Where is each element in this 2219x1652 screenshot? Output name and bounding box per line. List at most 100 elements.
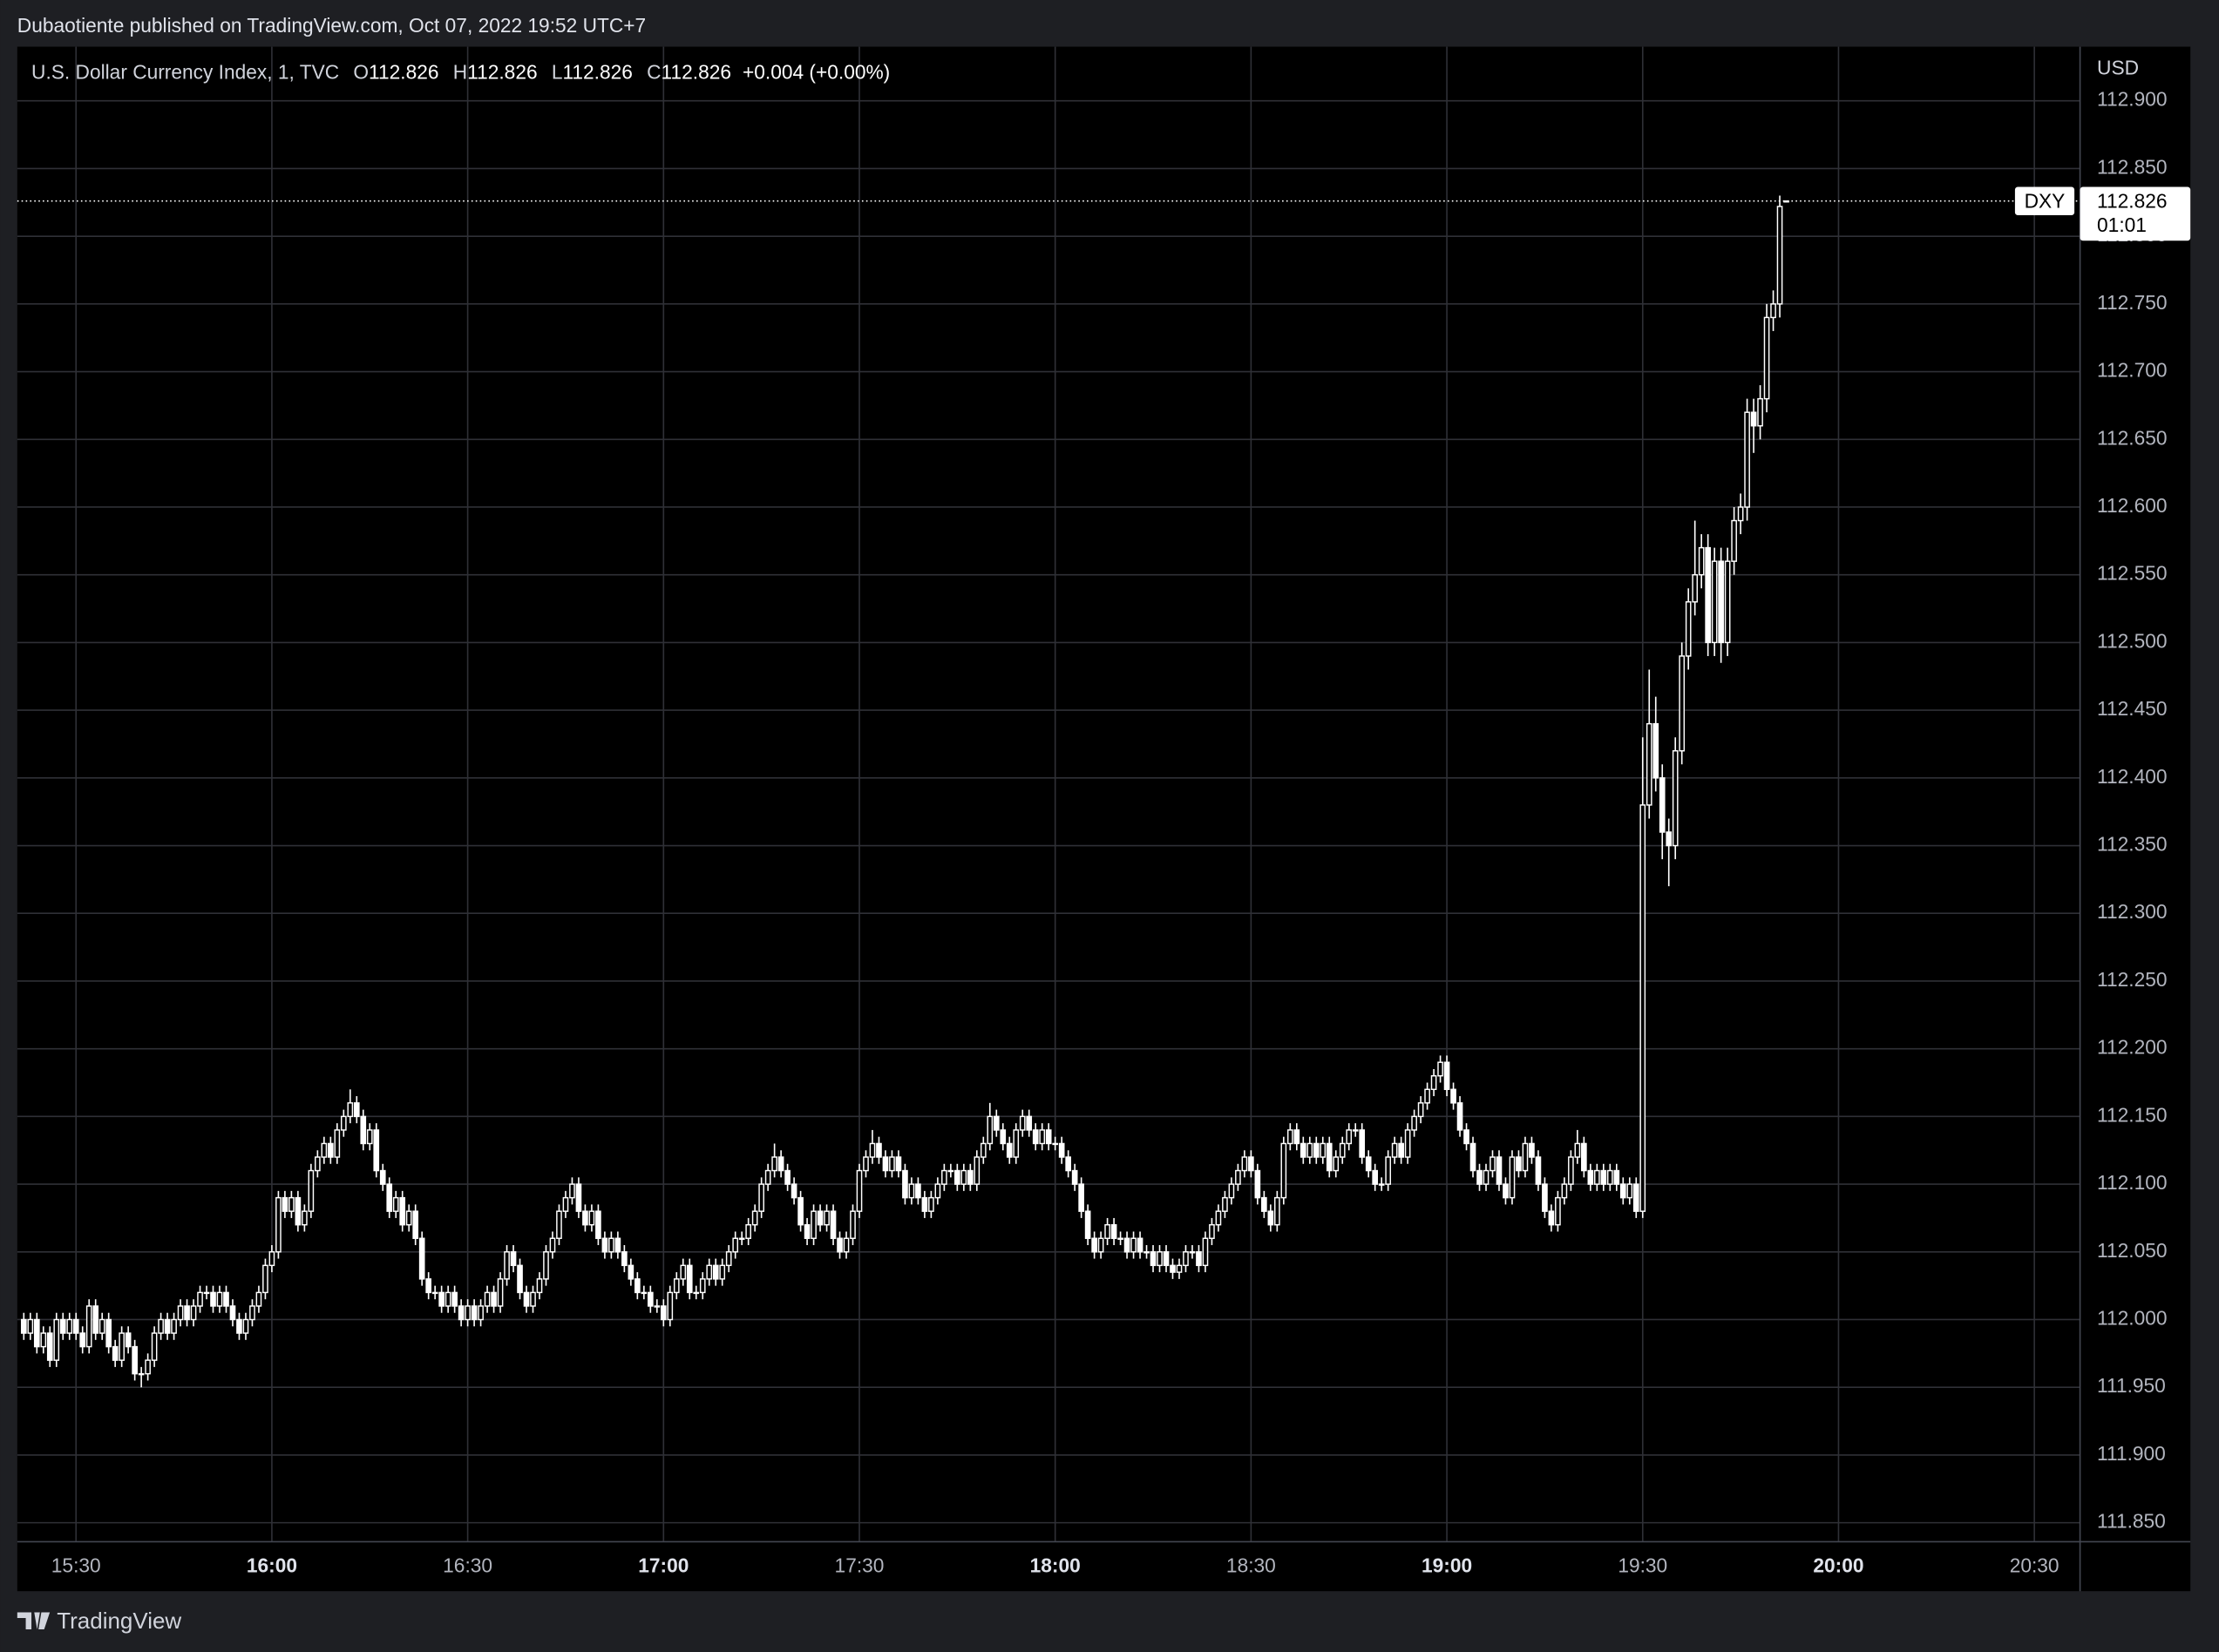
candle-body [530,1291,536,1307]
tradingview-logo: TradingView [17,1608,181,1634]
candle-body [1013,1129,1020,1158]
candle-body [132,1345,138,1375]
candle-body [1254,1169,1261,1199]
candle-body [660,1305,667,1321]
candle-body [1215,1210,1222,1226]
candle-body [1692,573,1699,603]
x-tick-label: 16:00 [247,1554,297,1577]
candle-body [601,1237,608,1253]
candle-body [1718,560,1724,644]
candle-body [1424,1088,1430,1104]
candle-body [1196,1251,1202,1267]
candle-body [1065,1156,1071,1172]
candle-body [1286,1129,1293,1145]
candle-body [1137,1237,1143,1253]
candle-body [438,1291,444,1307]
candle-body [928,1196,934,1212]
candle-body [947,1169,954,1173]
candle-body [405,1210,412,1226]
candle-body [895,1156,902,1172]
candle-body [993,1115,1000,1131]
candle-body [1476,1169,1483,1185]
candle-body [223,1291,229,1307]
candle-body [582,1210,588,1226]
candle-body [1372,1169,1379,1185]
candle-body [275,1196,282,1253]
candle-body [145,1359,151,1375]
candle-body [1026,1115,1033,1131]
candle-body [628,1264,634,1280]
candle-body [1123,1237,1130,1253]
candle-body [980,1142,987,1158]
candle-body [712,1264,719,1280]
candle-body [1222,1196,1228,1212]
candle-body [1711,560,1718,644]
price-tag-countdown: 01:01 [2097,213,2147,236]
candle-body [1411,1115,1417,1131]
candle-body [1039,1129,1046,1145]
candle-body [164,1318,171,1334]
candle-body [1561,1183,1568,1199]
candle-body [1306,1142,1313,1158]
candle-body [764,1169,771,1185]
candle-body [451,1291,458,1307]
candle-body [1404,1129,1411,1158]
candle-body [112,1345,119,1361]
candle-body [85,1305,92,1348]
y-tick-label: 112.150 [2097,1103,2167,1126]
candle-body [1594,1169,1600,1185]
y-tick-label: 112.900 [2097,88,2167,111]
candle-body [1163,1251,1170,1267]
candle-body [236,1318,242,1334]
candle-body [197,1291,203,1307]
candle-body [1293,1129,1300,1145]
candle-body [817,1210,824,1226]
candle-body [151,1332,158,1361]
candle-body [262,1264,268,1294]
legend-change: +0.004 (+0.00%) [743,60,890,83]
candle-body [1183,1251,1189,1267]
candle-body [667,1291,674,1321]
logo-text: TradingView [57,1608,181,1634]
candle-body [732,1237,739,1253]
y-tick-label: 112.600 [2097,494,2167,517]
candle-body [1241,1156,1248,1172]
candle-body [1097,1237,1104,1253]
candle-body [1450,1088,1456,1104]
candle-body [850,1210,856,1239]
candle-body [1659,777,1666,833]
candle-body [1352,1129,1359,1132]
legend-value: 112.826 [562,60,632,83]
candle-body [1209,1223,1215,1239]
candle-body [777,1156,784,1172]
candle-body [1143,1251,1150,1254]
candle-body [119,1332,125,1361]
candle-body [1529,1142,1535,1158]
candle-body [523,1291,530,1307]
legend-key: C [647,60,661,83]
candle-body [1483,1169,1490,1185]
candle-body [210,1291,216,1307]
candle-body [360,1115,367,1145]
candle-body [328,1142,334,1158]
y-tick-label: 111.900 [2097,1442,2166,1465]
candle-body [1228,1183,1235,1199]
candle-body [255,1291,262,1307]
y-tick-label: 112.200 [2097,1036,2167,1059]
candle-body [334,1129,341,1158]
candle-body [706,1264,713,1280]
candle-body [1365,1156,1372,1172]
candle-body [1117,1237,1123,1240]
candle-body [771,1156,777,1172]
candle-body [1430,1075,1437,1091]
candle-body [1705,546,1711,644]
candle-body [1150,1251,1157,1267]
legend-value: 112.826 [662,60,731,83]
candle-body [967,1169,974,1185]
candle-body [203,1291,210,1295]
candle-body [536,1278,543,1294]
candle-body [1652,722,1659,779]
candle-body [1130,1237,1137,1253]
legend-key: L [552,60,563,83]
